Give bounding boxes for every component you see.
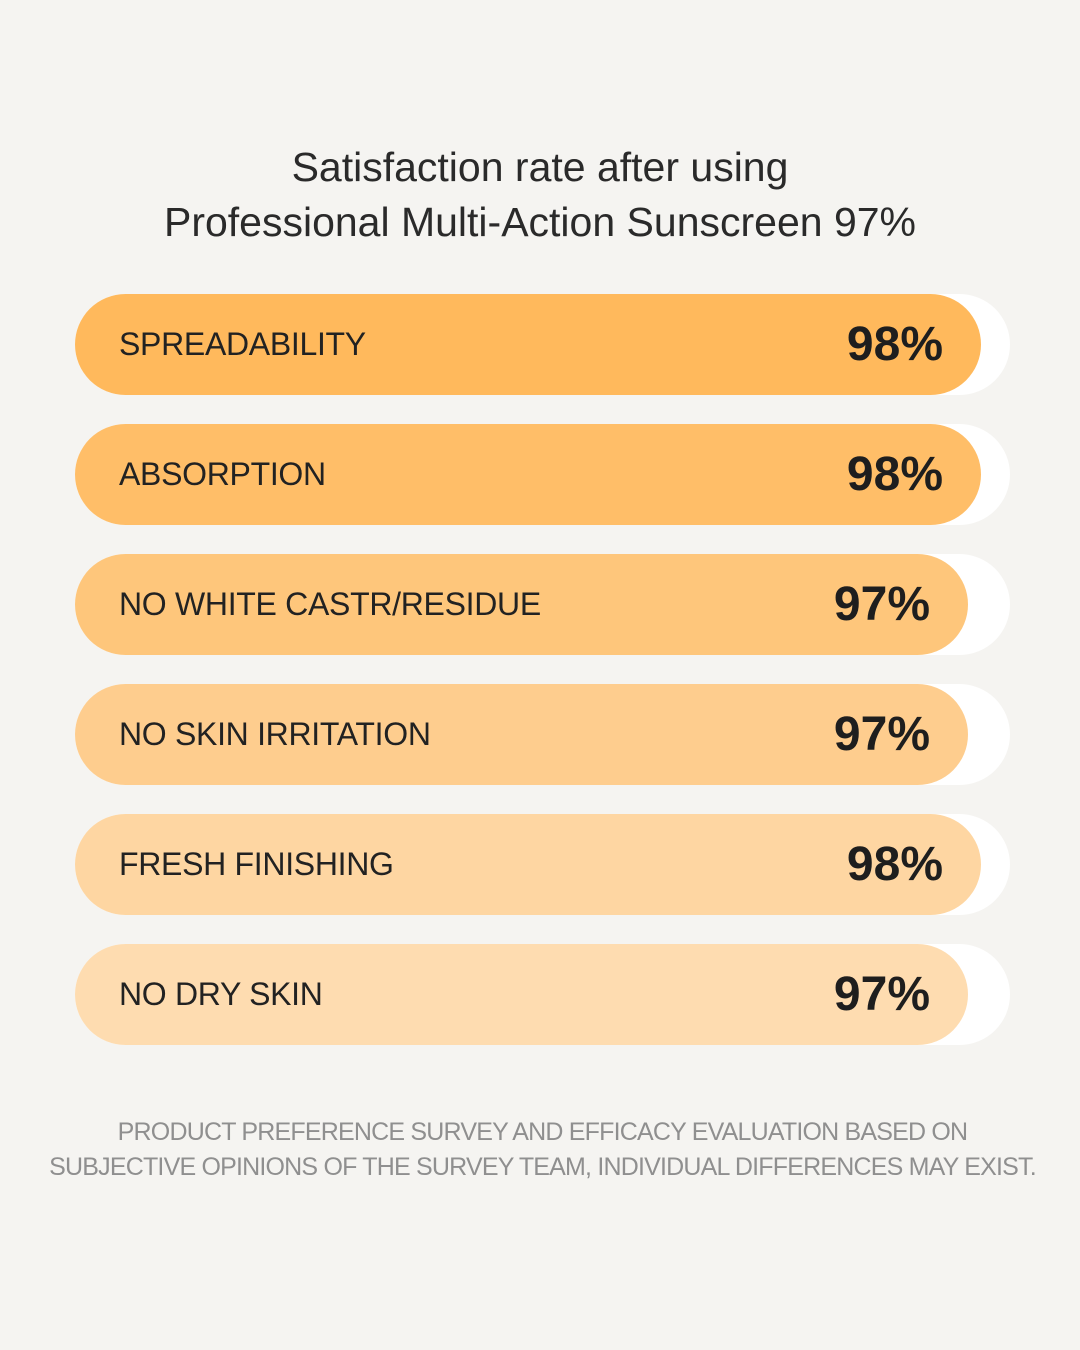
bar-row: NO SKIN IRRITATION 97%: [75, 684, 1010, 785]
bar-fill: [75, 684, 968, 785]
bar-category-label: NO WHITE CASTR/RESIDUE: [119, 586, 541, 622]
footnote-line-2: SUBJECTIVE OPINIONS OF THE SURVEY TEAM, …: [49, 1153, 1037, 1181]
bar-category-label: NO SKIN IRRITATION: [119, 716, 431, 752]
chart-title-line-1: Satisfaction rate after using: [291, 144, 789, 190]
bar-value-label: 98%: [846, 318, 943, 371]
bar-value-label: 98%: [846, 448, 943, 501]
bar-fill: [75, 424, 981, 525]
bar-value-label: 97%: [833, 708, 930, 761]
bar-fill: [75, 554, 968, 655]
bar-row: SPREADABILITY 98%: [75, 294, 1010, 395]
bar-category-label: ABSORPTION: [119, 456, 326, 492]
bar-row: NO DRY SKIN 97%: [75, 944, 1010, 1045]
bar-category-label: FRESH FINISHING: [119, 846, 394, 882]
bar-row: FRESH FINISHING 98%: [75, 814, 1010, 915]
chart-title-line-2: Professional Multi-Action Sunscreen 97%: [163, 199, 917, 245]
bar-row: ABSORPTION 98%: [75, 424, 1010, 525]
bar-value-label: 97%: [833, 968, 930, 1021]
bar-value-label: 97%: [833, 578, 930, 631]
bar-category-label: SPREADABILITY: [119, 326, 366, 362]
bar-category-label: NO DRY SKIN: [119, 976, 323, 1012]
survey-footnote: PRODUCT PREFERENCE SURVEY AND EFFICACY E…: [0, 1115, 1080, 1185]
footnote-line-1: PRODUCT PREFERENCE SURVEY AND EFFICACY E…: [117, 1118, 968, 1146]
chart-title: Satisfaction rate after using Profession…: [0, 140, 1080, 250]
bar-value-label: 98%: [846, 838, 943, 891]
bar-fill: [75, 814, 981, 915]
bar-fill: [75, 294, 981, 395]
bar-row: NO WHITE CASTR/RESIDUE 97%: [75, 554, 1010, 655]
bar-fill: [75, 944, 968, 1045]
